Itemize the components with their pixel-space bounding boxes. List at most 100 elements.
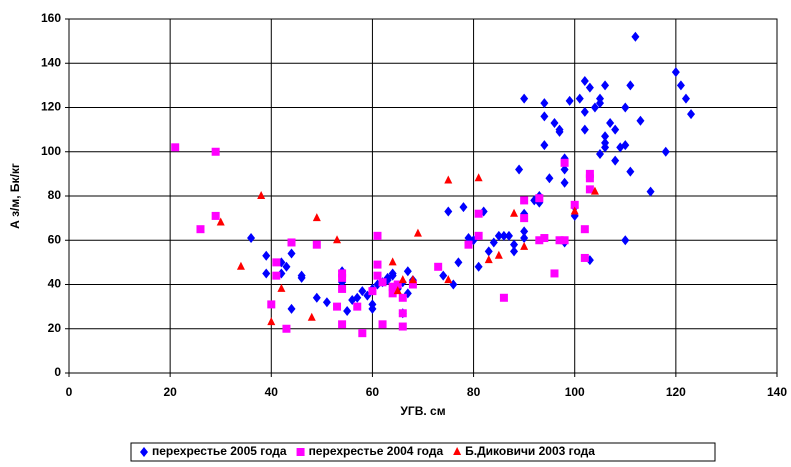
- point: [439, 270, 448, 281]
- point: [236, 261, 245, 270]
- point: [398, 322, 407, 331]
- y-tick-label: 160: [41, 11, 61, 25]
- point: [338, 320, 347, 329]
- point: [489, 237, 498, 248]
- point: [272, 271, 281, 280]
- point: [520, 196, 529, 205]
- point: [378, 278, 387, 287]
- point: [408, 275, 417, 284]
- point: [338, 284, 347, 293]
- x-tick-label: 120: [666, 385, 686, 399]
- point: [580, 253, 589, 262]
- point: [580, 75, 589, 86]
- point: [646, 186, 655, 197]
- point: [267, 317, 276, 326]
- point: [560, 177, 569, 188]
- point: [601, 131, 610, 142]
- point: [590, 186, 599, 195]
- point: [484, 255, 493, 264]
- legend-box: [130, 442, 716, 462]
- point: [580, 225, 589, 234]
- point: [393, 280, 402, 289]
- point: [312, 213, 321, 222]
- point: [560, 158, 569, 167]
- point: [596, 148, 604, 159]
- point: [373, 271, 382, 280]
- point: [267, 300, 276, 309]
- point: [398, 293, 407, 302]
- point: [247, 233, 256, 244]
- point: [560, 236, 569, 245]
- legend-label: перехрестье 2004 года: [309, 444, 444, 458]
- point: [631, 31, 640, 42]
- point: [474, 231, 483, 240]
- point: [575, 93, 584, 104]
- point: [494, 250, 503, 259]
- point: [444, 175, 453, 184]
- point: [333, 235, 342, 244]
- y-tick-label: 80: [48, 188, 62, 202]
- point: [413, 228, 422, 237]
- point: [606, 117, 615, 128]
- point: [277, 283, 286, 292]
- point: [601, 80, 610, 91]
- point: [585, 169, 594, 178]
- point: [626, 166, 635, 177]
- y-tick-label: 120: [41, 100, 61, 114]
- point: [611, 124, 620, 135]
- point: [444, 206, 453, 217]
- point: [358, 286, 367, 297]
- point: [535, 236, 544, 245]
- point: [353, 292, 362, 303]
- point: [499, 230, 508, 241]
- point: [287, 238, 296, 247]
- x-axis-title: УГВ. см: [400, 404, 445, 418]
- legend-marker: [453, 447, 462, 455]
- point: [338, 269, 347, 278]
- point: [307, 312, 316, 321]
- point: [287, 248, 296, 259]
- point: [545, 173, 554, 184]
- point: [388, 270, 397, 281]
- x-tick-label: 140: [767, 385, 787, 399]
- point: [687, 109, 696, 120]
- point: [621, 235, 630, 246]
- x-tick-label: 100: [565, 385, 585, 399]
- point: [408, 280, 417, 289]
- point: [378, 320, 387, 329]
- point: [262, 250, 271, 261]
- point: [398, 275, 407, 284]
- point: [611, 155, 620, 166]
- point: [535, 194, 544, 203]
- point: [353, 302, 362, 311]
- point: [388, 282, 397, 291]
- point: [565, 95, 574, 106]
- point: [510, 208, 519, 217]
- legend-marker: [296, 448, 305, 456]
- point: [434, 262, 443, 271]
- point: [388, 257, 397, 266]
- point: [444, 275, 453, 284]
- point: [322, 297, 331, 308]
- point: [368, 303, 377, 314]
- point: [257, 191, 266, 199]
- point: [540, 234, 549, 243]
- point: [373, 260, 382, 269]
- point: [585, 82, 594, 93]
- point: [520, 93, 529, 104]
- point: [601, 142, 610, 153]
- point: [520, 241, 529, 250]
- point: [540, 111, 549, 122]
- x-tick-label: 40: [265, 385, 279, 399]
- y-axis-title: А з/м, Бк/кг: [8, 163, 22, 229]
- point: [540, 98, 549, 109]
- point: [312, 240, 321, 249]
- point: [474, 209, 483, 218]
- legend-label: Б.Диковичи 2003 года: [465, 444, 595, 458]
- point: [171, 143, 180, 152]
- point: [570, 206, 579, 215]
- point: [388, 289, 397, 298]
- point: [590, 102, 599, 113]
- point: [474, 173, 483, 182]
